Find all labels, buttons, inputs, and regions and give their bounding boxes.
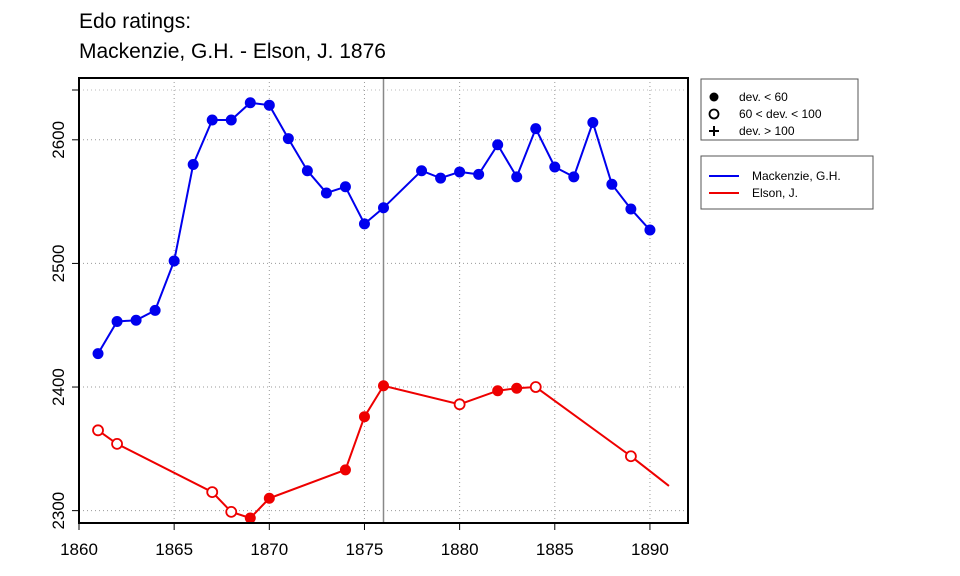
y-tick-label: 2500 [49, 245, 68, 283]
x-tick-label: 1880 [441, 540, 479, 559]
data-point [225, 505, 238, 518]
data-point [225, 114, 237, 126]
legend-marker-label: 60 < dev. < 100 [739, 107, 822, 121]
data-point [378, 380, 389, 392]
x-tick-label: 1865 [155, 540, 193, 559]
data-point [492, 385, 504, 397]
data-point [206, 486, 219, 498]
data-point [244, 97, 256, 109]
legend-series: Mackenzie, G.H. Elson, J. [700, 155, 874, 210]
series-layer [92, 97, 670, 524]
data-point [625, 203, 637, 215]
data-point [206, 114, 218, 126]
data-point [320, 187, 332, 199]
x-tick-label: 1860 [60, 540, 98, 559]
legend-deviation: dev. < 60 60 < dev. < 100 dev. > 100 [700, 78, 859, 141]
legend-plus-icon [709, 126, 719, 136]
data-point [263, 492, 275, 504]
series-0 [92, 97, 656, 360]
data-point [416, 165, 428, 177]
series-1 [92, 380, 670, 524]
data-point [263, 99, 275, 111]
chart-title: Edo ratings: [79, 10, 192, 33]
data-point [244, 512, 256, 524]
data-point [606, 178, 618, 190]
data-point [187, 159, 199, 171]
data-point [587, 117, 599, 128]
data-point [282, 133, 294, 145]
legend-series-label: Mackenzie, G.H. [752, 169, 841, 183]
data-point [111, 437, 123, 450]
x-tick-label: 1870 [250, 540, 288, 559]
data-point [453, 398, 466, 411]
data-point [358, 218, 370, 230]
axes: 1860 1865 1870 1875 1880 1885 1890 2300 2400 2500… [49, 89, 669, 559]
data-point [549, 161, 561, 173]
x-tick-label: 1875 [346, 540, 384, 559]
data-point [454, 166, 466, 178]
data-point [529, 381, 542, 393]
data-point [92, 424, 104, 437]
data-point [435, 172, 447, 184]
legend-filled-circle-icon [709, 92, 719, 102]
data-point [92, 348, 104, 360]
data-point [111, 316, 123, 328]
legend-marker-label: dev. < 60 [739, 90, 788, 104]
y-tick-label: 2600 [49, 121, 68, 159]
chart-subtitle: Mackenzie, G.H. - Elson, J. 1876 [79, 40, 386, 63]
data-point [301, 165, 313, 177]
data-point [568, 171, 580, 183]
data-point [511, 382, 523, 394]
data-point [149, 304, 161, 316]
x-tick-label: 1890 [631, 540, 669, 559]
data-point [378, 202, 389, 214]
data-point [358, 411, 370, 423]
legend-open-circle-icon [708, 108, 720, 120]
y-tick-label: 2300 [49, 492, 68, 530]
data-point [130, 314, 142, 326]
data-point [492, 139, 504, 151]
data-point [530, 123, 542, 135]
data-point [511, 171, 523, 183]
data-point [168, 255, 180, 267]
data-point [625, 450, 637, 463]
legend-series-box [700, 155, 874, 210]
data-point [644, 224, 656, 236]
series-line [97, 101, 651, 355]
data-point [339, 181, 351, 193]
x-tick-label: 1885 [536, 540, 574, 559]
legend-marker-label: dev. > 100 [739, 124, 795, 138]
legend-deviation-box [700, 78, 859, 141]
y-tick-label: 2400 [49, 368, 68, 406]
legend-series-label: Elson, J. [752, 186, 798, 200]
data-point [339, 464, 351, 476]
plot-frame [78, 77, 689, 524]
data-point [473, 168, 485, 180]
